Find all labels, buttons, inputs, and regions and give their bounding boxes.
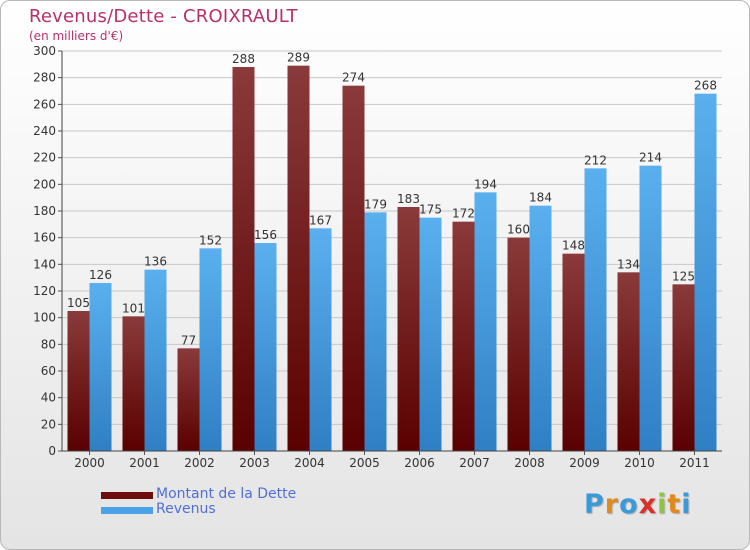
y-tick-label: 200 <box>33 177 56 191</box>
y-tick-label: 140 <box>33 257 56 271</box>
bar-debt <box>287 65 310 452</box>
bar-debt <box>67 311 90 451</box>
bar-debt <box>672 284 695 451</box>
data-label-debt: 77 <box>181 333 196 347</box>
x-tick-label: 2010 <box>624 456 655 470</box>
bar-revenue <box>364 212 387 451</box>
bar-revenue <box>639 165 662 451</box>
data-label-debt: 160 <box>507 223 530 237</box>
bar-revenue <box>584 168 607 452</box>
y-tick-label: 100 <box>33 311 56 325</box>
axes: 0 20 40 60 80 100 120 140 160 180 200 220 240 260 280 3… <box>33 44 722 470</box>
logo-letter: r <box>604 489 620 520</box>
bars <box>67 65 717 452</box>
logo-letter: P <box>584 489 605 520</box>
legend-label-revenue: Revenus <box>156 501 216 517</box>
data-label-debt: 274 <box>342 71 365 85</box>
logo-letter: t <box>667 489 682 520</box>
data-label-revenue: 179 <box>364 197 387 211</box>
y-tick-label: 80 <box>41 337 56 351</box>
bar-revenue <box>474 192 497 452</box>
logo-letter: o <box>619 489 639 520</box>
data-label-revenue: 184 <box>529 191 552 205</box>
y-tick-label: 240 <box>33 124 56 138</box>
data-label-debt: 125 <box>672 269 695 283</box>
data-label-revenue: 136 <box>144 255 167 269</box>
data-label-revenue: 175 <box>419 203 442 217</box>
y-tick-label: 120 <box>33 284 56 298</box>
bar-revenue <box>254 243 277 451</box>
bar-revenue <box>144 269 167 451</box>
y-tick-label: 40 <box>41 391 56 405</box>
y-tick-label: 20 <box>41 417 56 431</box>
bar-revenue <box>529 205 552 451</box>
data-label-debt: 288 <box>232 52 255 66</box>
logo-letter: i <box>681 489 692 520</box>
y-tick-label: 300 <box>33 44 56 58</box>
x-tick-label: 2007 <box>459 456 490 470</box>
data-label-debt: 148 <box>562 239 585 253</box>
data-label-revenue: 126 <box>89 268 112 282</box>
bar-revenue <box>89 283 112 451</box>
data-label-revenue: 214 <box>639 151 662 165</box>
data-label-revenue: 152 <box>199 233 222 247</box>
data-label-revenue: 212 <box>584 153 607 167</box>
x-tick-label: 2009 <box>569 456 600 470</box>
x-tick-label: 2001 <box>129 456 160 470</box>
y-tick-label: 160 <box>33 231 56 245</box>
proxiti-logo: Proxiti <box>584 489 692 520</box>
grid-lines <box>62 50 722 425</box>
legend-label-debt: Montant de la Dette <box>156 486 297 502</box>
bar-revenue <box>309 228 332 451</box>
bar-debt <box>397 207 420 451</box>
bar-debt <box>342 85 365 452</box>
y-tick-label: 260 <box>33 97 56 111</box>
data-label-debt: 105 <box>67 296 90 310</box>
y-tick-label: 0 <box>48 444 56 458</box>
chart-subtitle: (en milliers d'€) <box>29 29 124 43</box>
y-tick-label: 60 <box>41 364 56 378</box>
data-label-revenue: 268 <box>694 79 717 93</box>
data-label-debt: 172 <box>452 207 475 221</box>
bar-debt <box>507 237 530 451</box>
data-label-revenue: 156 <box>254 228 277 242</box>
bar-debt <box>232 67 255 451</box>
logo-letter: x <box>638 489 658 520</box>
bar-debt <box>562 253 585 451</box>
legend-swatch-debt <box>101 492 153 499</box>
bar-debt <box>177 348 200 451</box>
data-label-debt: 183 <box>397 192 420 206</box>
x-tick-label: 2002 <box>184 456 215 470</box>
x-tick-label: 2000 <box>74 456 105 470</box>
bar-revenue <box>199 248 222 451</box>
y-tick-label: 220 <box>33 151 56 165</box>
x-tick-label: 2008 <box>514 456 545 470</box>
data-label-revenue: 167 <box>309 213 332 227</box>
bar-revenue <box>419 217 442 451</box>
data-label-debt: 134 <box>617 257 640 271</box>
x-tick-label: 2005 <box>349 456 380 470</box>
chart-title: Revenus/Dette - CROIXRAULT <box>29 6 298 27</box>
data-label-revenue: 194 <box>474 177 497 191</box>
data-label-debt: 101 <box>122 301 145 315</box>
x-tick-label: 2004 <box>294 456 325 470</box>
x-tick-label: 2011 <box>679 456 710 470</box>
y-tick-label: 280 <box>33 71 56 85</box>
bar-revenue <box>694 93 717 452</box>
legend-swatch-revenue <box>101 507 153 514</box>
bar-debt <box>617 272 640 451</box>
y-tick-label: 180 <box>33 204 56 218</box>
x-tick-label: 2006 <box>404 456 435 470</box>
logo-letter: i <box>657 489 668 520</box>
data-label-debt: 289 <box>287 51 310 65</box>
bar-debt <box>122 316 145 451</box>
bar-debt <box>452 221 475 451</box>
x-tick-label: 2003 <box>239 456 270 470</box>
